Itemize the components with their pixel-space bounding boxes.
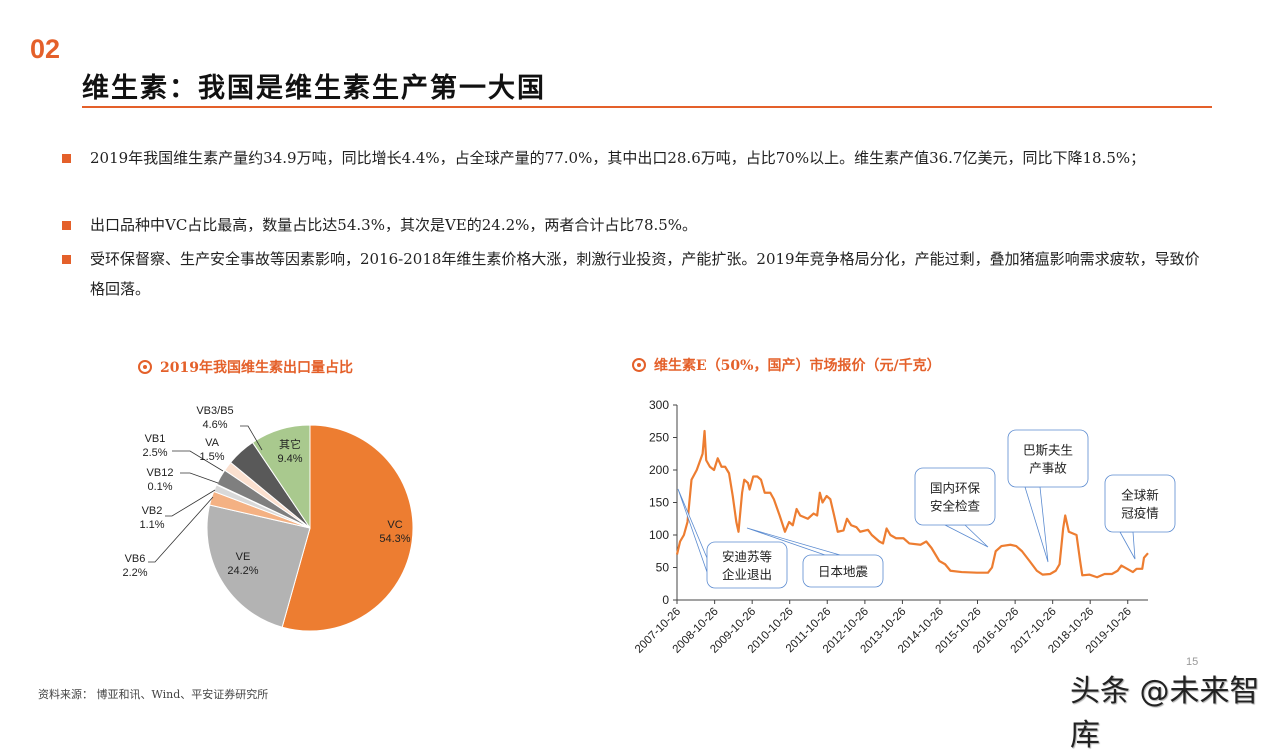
bullet-text: 2019年我国维生素产量约34.9万吨，同比增长4.4%，占全球产量的77.0%… (90, 149, 1146, 167)
pie-value: 4.6% (202, 419, 227, 431)
bullet-item: 出口品种中VC占比最高，数量占比达54.3%，其次是VE的24.2%，两者合计占… (62, 210, 1212, 240)
title-divider (82, 106, 1212, 108)
callout-text: 日本地震 (818, 565, 869, 579)
callout-text: 安全检查 (930, 499, 981, 514)
target-icon (138, 360, 152, 374)
price-line (675, 429, 1149, 579)
pie-label: 其它 (279, 437, 301, 451)
pie-label: VB3/B5 (196, 405, 233, 417)
y-tick-label: 100 (649, 528, 669, 542)
pie-value: 24.2% (227, 565, 258, 577)
pie-slice-VE (206, 504, 311, 628)
y-tick-label: 50 (656, 561, 670, 575)
bullet-square-icon (62, 221, 71, 230)
pie-slice-其它 (251, 424, 311, 530)
callout-box (802, 554, 884, 588)
pie-slice-VC (281, 424, 414, 632)
pie-label: VC (387, 519, 402, 531)
pie-label: VB2 (142, 505, 163, 517)
pie-chart: VC 54.3% VE 24.2% VB6 2.2% VB2 1.1% VB12 0.1% VB1 2… (122, 405, 414, 632)
callout-box (706, 541, 788, 589)
bullet-square-icon (62, 154, 71, 163)
pie-value: 2.5% (142, 447, 167, 459)
callout-text: 巴斯夫生 (1023, 444, 1073, 458)
y-tick-label: 200 (649, 463, 669, 477)
callout-text: 安迪苏等 (722, 549, 772, 564)
bullet-text: 受环保督察、生产安全事故等因素影响，2016-2018年维生素价格大涨，刺激行业… (90, 250, 1200, 298)
callout-text: 国内环保 (930, 482, 981, 496)
page-title: 维生素：我国是维生素生产第一大国 (82, 73, 546, 104)
pie-value: 2.2% (122, 567, 147, 579)
pie-value: 1.1% (139, 519, 164, 531)
leader-line (180, 472, 219, 484)
pie-label: VA (205, 437, 220, 449)
pie-value: 9.4% (277, 453, 302, 465)
y-tick-label: 250 (649, 431, 669, 445)
callout-box (914, 467, 996, 526)
bullet-item: 2019年我国维生素产量约34.9万吨，同比增长4.4%，占全球产量的77.0%… (62, 143, 1212, 173)
pie-chart-title: 2019年我国维生素出口量占比 (138, 357, 353, 377)
y-tick-label: 150 (649, 496, 669, 510)
bullet-square-icon (62, 255, 71, 264)
pie-label: VE (236, 551, 251, 563)
source-note: 资料来源： 博亚和讯、Wind、平安证券研究所 (38, 688, 269, 701)
callout-text: 企业退出 (722, 567, 772, 582)
callout-pointer (677, 488, 708, 573)
pie-label: VB6 (125, 553, 146, 565)
section-number: 02 (30, 34, 61, 64)
line-chart-title: 维生素E（50%，国产）市场报价（元/千克） (632, 355, 941, 375)
pie-value: 1.5% (199, 451, 224, 463)
leader-line (172, 450, 224, 472)
callout-box (1007, 429, 1089, 488)
leader-line (165, 489, 216, 517)
bullet-text: 出口品种中VC占比最高，数量占比达54.3%，其次是VE的24.2%，两者合计占… (90, 216, 698, 234)
page-number: 15 (1186, 656, 1199, 668)
y-tick-label: 0 (662, 593, 669, 607)
callout-pointer (1119, 531, 1136, 560)
leader-line (148, 496, 214, 563)
callout-box (1104, 474, 1176, 533)
callout-pointer (944, 524, 989, 548)
watermark: 头条 @未来智库 (1070, 674, 1260, 753)
pie-label: VB12 (147, 467, 174, 479)
line-title-text: 维生素E（50%，国产）市场报价（元/千克） (654, 358, 941, 374)
target-icon (632, 358, 646, 372)
callout-text: 产事故 (1029, 461, 1067, 476)
pie-label: VB1 (145, 433, 166, 445)
pie-title-text: 2019年我国维生素出口量占比 (160, 360, 353, 376)
bullet-item: 受环保督察、生产安全事故等因素影响，2016-2018年维生素价格大涨，刺激行业… (62, 244, 1212, 304)
y-tick-label: 300 (649, 398, 669, 412)
line-chart: 0501001502002503002007-10-262008-10-2620… (633, 398, 1176, 656)
pie-value: 0.1% (147, 481, 172, 493)
callout-pointer (1024, 486, 1049, 563)
callout-text: 冠疫情 (1121, 506, 1159, 521)
pie-value: 54.3% (379, 533, 410, 545)
callout-text: 全球新 (1121, 488, 1159, 503)
leader-line (240, 425, 263, 451)
